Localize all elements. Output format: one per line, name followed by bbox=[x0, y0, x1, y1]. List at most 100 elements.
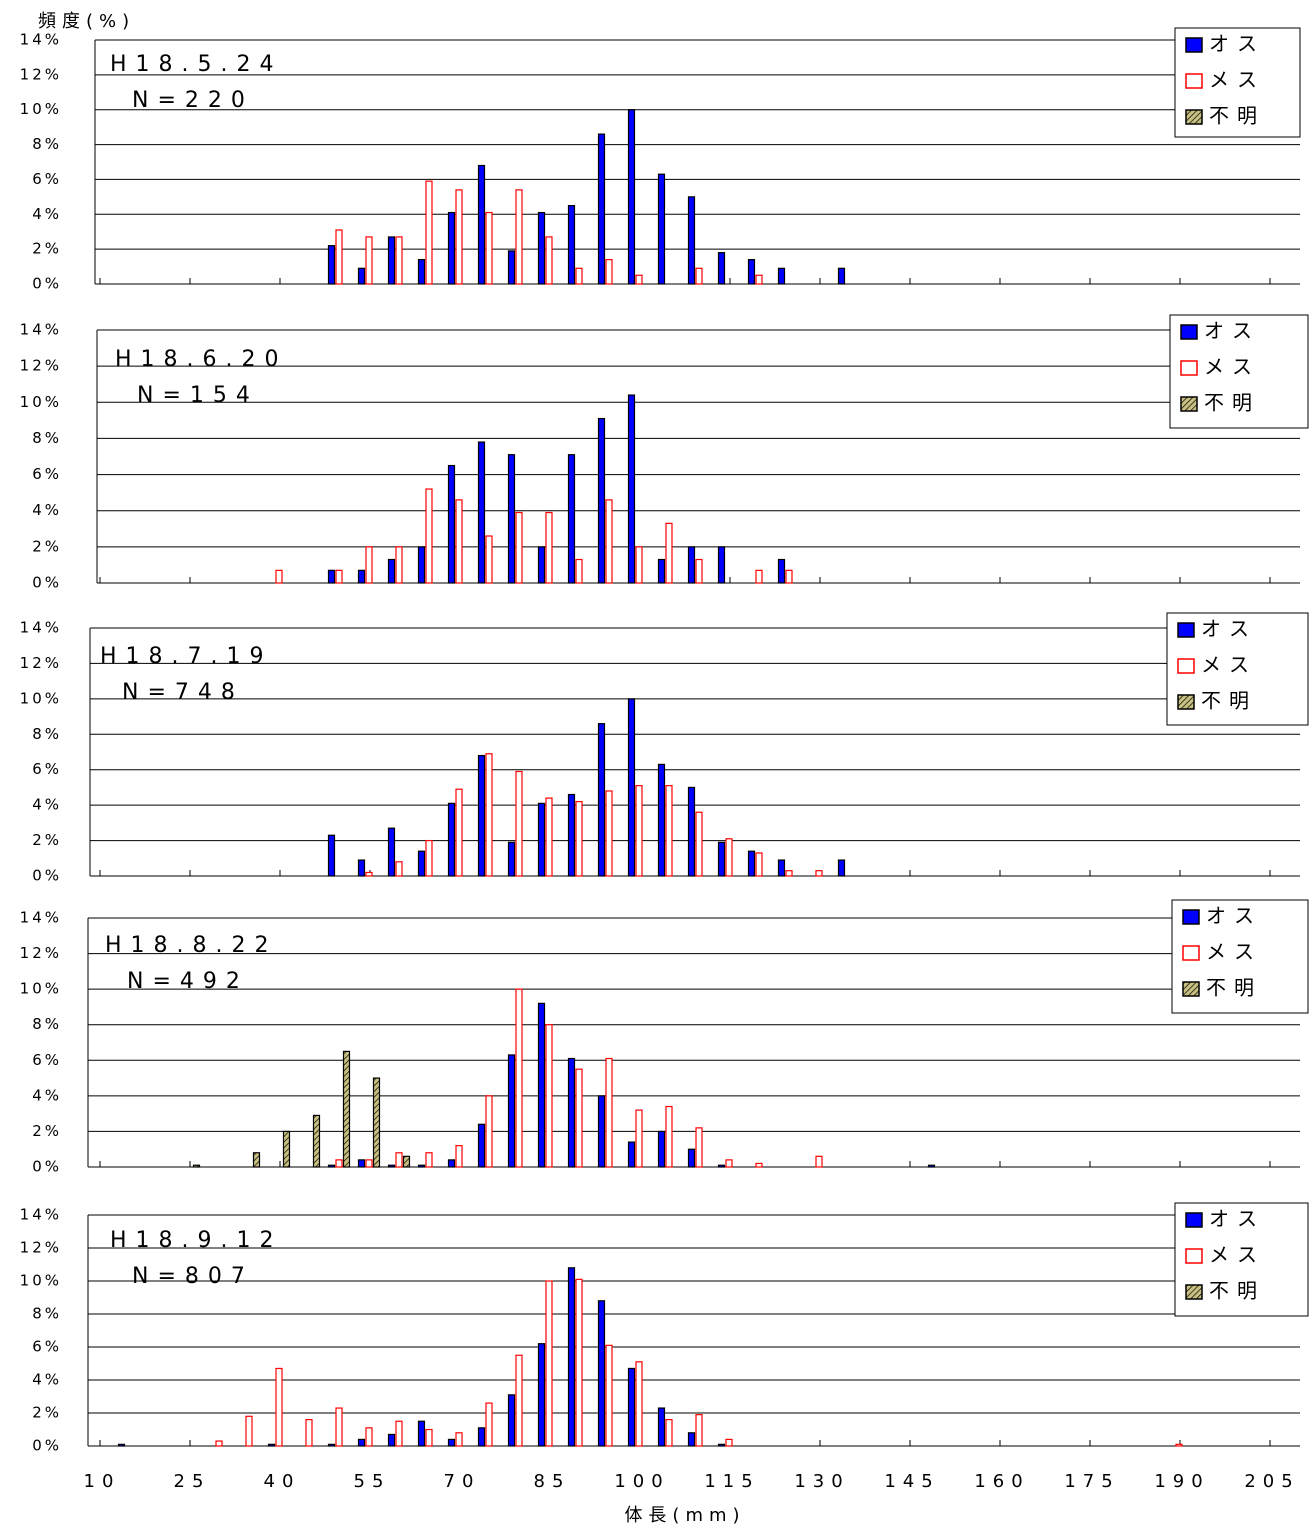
bar bbox=[605, 790, 613, 877]
bar bbox=[567, 1057, 576, 1168]
legend-label: オス bbox=[1209, 1207, 1265, 1231]
bar bbox=[755, 1162, 763, 1168]
bar bbox=[447, 464, 456, 584]
bar bbox=[657, 1130, 666, 1168]
x-tick-label: 85 bbox=[534, 1471, 571, 1492]
bar bbox=[117, 1443, 126, 1447]
x-tick-label: 130 bbox=[794, 1471, 849, 1492]
bar bbox=[635, 546, 643, 584]
y-tick-label: 0% bbox=[32, 1437, 62, 1455]
y-tick-label: 2% bbox=[32, 1404, 62, 1422]
bar bbox=[327, 1164, 336, 1168]
y-tick-label: 12% bbox=[20, 1239, 62, 1257]
bar bbox=[657, 1407, 666, 1447]
bar bbox=[815, 1155, 823, 1168]
legend-swatch bbox=[1185, 73, 1203, 89]
legend-label: オス bbox=[1201, 617, 1257, 641]
bar bbox=[425, 1428, 433, 1447]
bar bbox=[755, 852, 763, 877]
bar bbox=[507, 454, 516, 584]
bar bbox=[357, 859, 366, 877]
bar bbox=[447, 1438, 456, 1447]
bar bbox=[755, 274, 763, 285]
x-tick-label: 160 bbox=[974, 1471, 1029, 1492]
bar bbox=[537, 211, 546, 285]
bar bbox=[717, 841, 726, 877]
bar bbox=[575, 800, 583, 877]
bar bbox=[635, 785, 643, 877]
y-tick-label: 0% bbox=[32, 574, 62, 592]
bar bbox=[282, 1130, 291, 1168]
bar bbox=[627, 1367, 636, 1447]
legend-swatch bbox=[1185, 109, 1203, 125]
panel-subtitle: N=748 bbox=[122, 680, 244, 705]
panel-title: H18.6.20 bbox=[115, 347, 288, 372]
bar bbox=[372, 1077, 381, 1168]
y-tick-label: 8% bbox=[32, 1305, 62, 1323]
bar bbox=[515, 189, 523, 285]
bar bbox=[605, 499, 613, 584]
bar bbox=[485, 1402, 493, 1447]
bar bbox=[425, 180, 433, 285]
bar bbox=[695, 1127, 703, 1168]
y-axis-label: 頻度(%) bbox=[38, 11, 135, 32]
y-tick-label: 2% bbox=[32, 831, 62, 849]
bar bbox=[245, 1415, 253, 1447]
bar bbox=[597, 1300, 606, 1447]
bar bbox=[717, 252, 726, 285]
bar bbox=[657, 763, 666, 877]
x-tick-label: 100 bbox=[614, 1471, 669, 1492]
bar bbox=[507, 1054, 516, 1168]
bar bbox=[507, 250, 516, 285]
bar bbox=[425, 1152, 433, 1168]
bar bbox=[327, 834, 336, 877]
bar bbox=[417, 850, 426, 877]
y-tick-label: 10% bbox=[20, 100, 62, 118]
legend-swatch bbox=[1185, 1212, 1203, 1228]
bar bbox=[575, 1068, 583, 1168]
legend-label: 不明 bbox=[1206, 976, 1262, 1000]
legend-swatch bbox=[1185, 37, 1203, 53]
bar bbox=[665, 1105, 673, 1168]
bar bbox=[365, 1159, 373, 1168]
bar bbox=[657, 173, 666, 285]
y-tick-label: 4% bbox=[32, 205, 62, 223]
y-tick-label: 14% bbox=[20, 321, 62, 339]
bar bbox=[477, 1123, 486, 1168]
bar bbox=[515, 770, 523, 877]
bar bbox=[665, 522, 673, 584]
bar bbox=[537, 1343, 546, 1447]
bar bbox=[785, 569, 793, 584]
bar bbox=[695, 558, 703, 584]
y-tick-label: 2% bbox=[32, 537, 62, 555]
bar bbox=[545, 797, 553, 877]
bar bbox=[515, 1354, 523, 1447]
legend-label: オス bbox=[1204, 319, 1260, 343]
bar bbox=[575, 267, 583, 285]
bar bbox=[755, 569, 763, 584]
bar bbox=[725, 1159, 733, 1168]
legend-label: メス bbox=[1209, 1243, 1265, 1267]
bar bbox=[395, 861, 403, 877]
bar bbox=[567, 793, 576, 877]
bar bbox=[455, 1432, 463, 1447]
bar bbox=[387, 236, 396, 285]
x-tick-label: 190 bbox=[1154, 1471, 1209, 1492]
bar bbox=[417, 1420, 426, 1447]
bar bbox=[717, 1443, 726, 1447]
y-tick-label: 12% bbox=[20, 944, 62, 962]
bar bbox=[687, 786, 696, 877]
y-tick-label: 8% bbox=[32, 1015, 62, 1033]
bar bbox=[537, 546, 546, 584]
bar bbox=[305, 1418, 313, 1447]
panel-title: H18.9.12 bbox=[110, 1228, 283, 1253]
y-tick-label: 6% bbox=[32, 170, 62, 188]
bar bbox=[477, 1427, 486, 1447]
legend-label: オス bbox=[1206, 904, 1262, 928]
y-tick-label: 4% bbox=[32, 1086, 62, 1104]
legend-label: 不明 bbox=[1209, 104, 1265, 128]
bar bbox=[687, 1148, 696, 1168]
bar bbox=[695, 267, 703, 285]
bar bbox=[635, 1109, 643, 1168]
legend-label: メス bbox=[1206, 940, 1262, 964]
